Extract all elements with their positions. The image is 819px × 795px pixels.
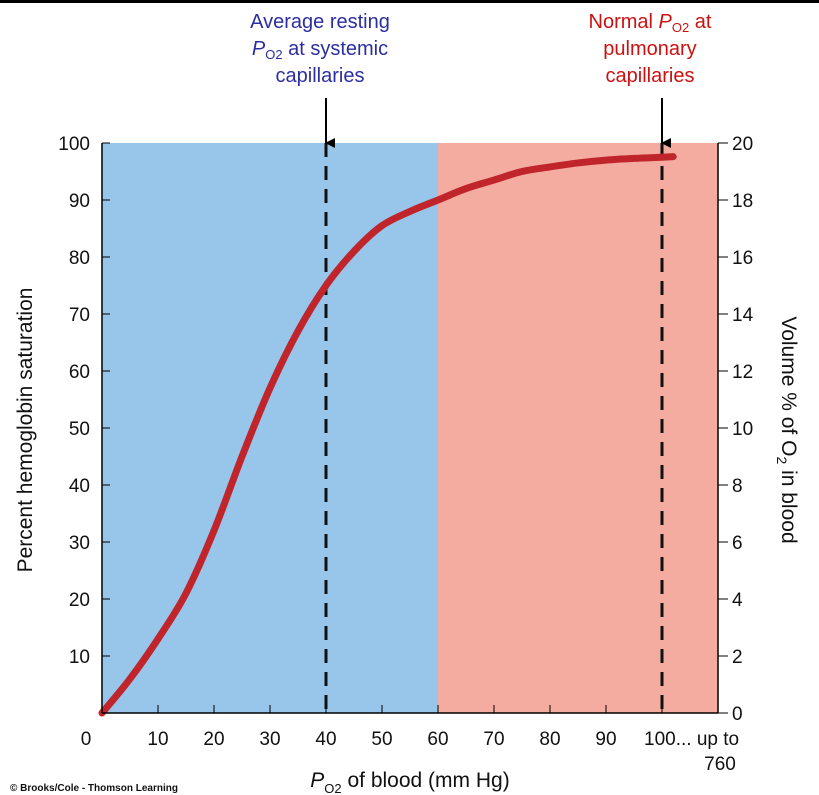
y-tick-label-10: 10 (69, 647, 90, 668)
y2-axis-title-post: in blood (777, 464, 800, 543)
x-tick-label-30: 30 (259, 729, 280, 750)
x-tick-label-70: 70 (483, 729, 504, 750)
axis-ticks (102, 142, 728, 714)
reference-lines (324, 98, 671, 713)
x-axis-title-p: P (310, 769, 324, 792)
pulmonary-p-symbol: P (658, 11, 672, 33)
pulmonary-annotation-line1: Normal PO2 at (540, 9, 760, 36)
x-tick-label-10: 10 (147, 729, 168, 750)
x-extra-label-line2: 760 (704, 754, 736, 775)
systemic-annotation-line3: capillaries (275, 65, 365, 87)
y-tick-label-20: 20 (69, 590, 90, 611)
y2-tick-label-4: 4 (732, 590, 743, 611)
x-tick-label-0: 0 (81, 729, 92, 750)
x-tick-label-40: 40 (315, 729, 336, 750)
systemic-annotation-line1: Average resting (250, 11, 390, 33)
x-axis-title-rest: of blood (mm Hg) (342, 769, 510, 792)
y2-tick-label-0: 0 (732, 704, 743, 725)
series-layer (98, 153, 677, 717)
x-axis-title-sub: O2 (324, 781, 341, 795)
copyright-notice: © Brooks/Cole - Thomson Learning (10, 783, 178, 794)
y2-tick-label-16: 16 (732, 248, 753, 269)
pulmonary-annotation-line2: pulmonary (603, 38, 697, 60)
x-tick-label-60: 60 (427, 729, 448, 750)
axis-titles: Percent hemoglobin saturation Volume % o… (14, 288, 800, 795)
y-tick-label-30: 30 (69, 533, 90, 554)
pulmonary-p-subscript: O2 (671, 20, 690, 35)
y2-tick-label-10: 10 (732, 419, 753, 440)
region-1 (438, 143, 718, 713)
y-tick-label-50: 50 (69, 419, 90, 440)
y2-axis-title-sub: 2 (774, 456, 790, 464)
systemic-annotation-line2: PO2 at systemic (200, 36, 440, 63)
x-axis-title: PO2 of blood (mm Hg) (310, 769, 509, 795)
tick-labels: 10 20 30 40 50 60 70 80 90 100 0 2 4 6 8 10 12 14 16 18 20 0 1… (58, 134, 753, 775)
systemic-p-symbol: P (251, 38, 266, 60)
x-tick-label-20: 20 (203, 729, 224, 750)
x-tick-label-80: 80 (539, 729, 560, 750)
y-tick-label-40: 40 (69, 476, 90, 497)
background-regions (102, 143, 718, 713)
pulmonary-annotation-line3: capillaries (605, 65, 695, 87)
x-tick-label-50: 50 (371, 729, 392, 750)
saturation-curve-0 (98, 153, 677, 717)
systemic-capillaries-annotation: Average resting PO2 at systemic capillar… (200, 9, 440, 90)
y-tick-label-80: 80 (69, 248, 90, 269)
pulmonary-annotation-line1-pre: Normal (588, 11, 659, 33)
y2-tick-label-8: 8 (732, 476, 743, 497)
y2-tick-label-6: 6 (732, 533, 743, 554)
pulmonary-annotation-line1-post: at (689, 11, 712, 33)
y-tick-label-70: 70 (69, 305, 90, 326)
y2-tick-label-2: 2 (732, 647, 743, 668)
x-tick-label-90: 90 (595, 729, 616, 750)
y-axis-title: Percent hemoglobin saturation (14, 288, 37, 573)
y2-tick-label-20: 20 (732, 134, 753, 155)
y2-tick-label-14: 14 (732, 305, 754, 326)
x-tick-label-100: 100... (644, 729, 692, 750)
axis-lines (101, 143, 719, 714)
y2-axis-title-pre: Volume % of O (777, 316, 800, 456)
pulmonary-capillaries-annotation: Normal PO2 at pulmonary capillaries (540, 9, 760, 90)
top-rule (0, 0, 819, 3)
y-tick-label-100: 100 (58, 134, 90, 155)
systemic-p-subscript: O2 (265, 47, 283, 62)
y2-tick-label-12: 12 (732, 362, 753, 383)
y2-tick-label-18: 18 (732, 191, 753, 212)
y2-axis-title: Volume % of O2 in blood (774, 316, 800, 543)
region-0 (102, 143, 438, 713)
y-tick-label-60: 60 (69, 362, 90, 383)
x-extra-label-line1: up to (697, 729, 739, 750)
systemic-annotation-line2-text: at systemic (282, 38, 389, 60)
y-tick-label-90: 90 (69, 191, 90, 212)
